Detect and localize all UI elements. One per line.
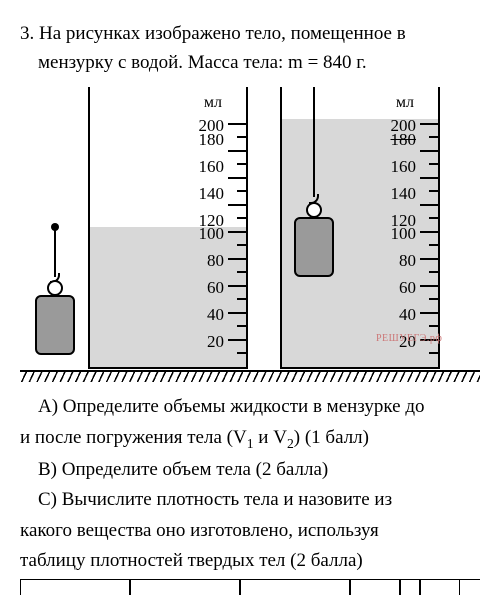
ring-right <box>306 202 322 218</box>
problem-text: 3. На рисунках изображено тело, помещенн… <box>20 20 480 77</box>
unit-label-2: мл <box>396 91 414 115</box>
ring-left <box>47 280 63 296</box>
body-left <box>35 295 75 355</box>
unit-label-1: мл <box>204 91 222 115</box>
thread-right <box>313 87 315 197</box>
thread-left <box>54 227 56 277</box>
table-stub <box>20 579 480 595</box>
problem-number: 3. <box>20 23 34 44</box>
watermark: РЕШУЕГЭ.рф <box>376 331 442 346</box>
q-a-line2a: и после погружения тела (V <box>20 427 247 448</box>
q-a-line1: А) Определите объемы жидкости в мензурке… <box>20 396 425 417</box>
q-c-line1: С) Вычислите плотность тела и назовите и… <box>20 489 392 510</box>
cylinder-2: мл 200 180 160 140 120 100 80 60 40 20 <box>280 87 440 369</box>
problem-line1: На рисунках изображено тело, помещенное … <box>39 23 406 44</box>
problem-line2: мензурку с водой. Масса тела: m = 840 г. <box>20 52 367 73</box>
cylinder-1: мл 200 180 160 140 120 100 80 60 40 20 <box>88 87 248 369</box>
figure: мл 200 180 160 140 120 100 80 60 40 20 <box>20 85 480 385</box>
q-b: В) Определите объем тела (2 балла) <box>20 459 328 480</box>
q-c-line3: таблицу плотностей твердых тел (2 балла) <box>20 550 363 571</box>
q-c-line2: какого вещества оно изготовлено, использ… <box>20 520 379 541</box>
ground-hatch <box>20 372 480 382</box>
thread-ball-left <box>51 223 59 231</box>
questions: А) Определите объемы жидкости в мензурке… <box>20 393 480 576</box>
body-right <box>294 217 334 277</box>
